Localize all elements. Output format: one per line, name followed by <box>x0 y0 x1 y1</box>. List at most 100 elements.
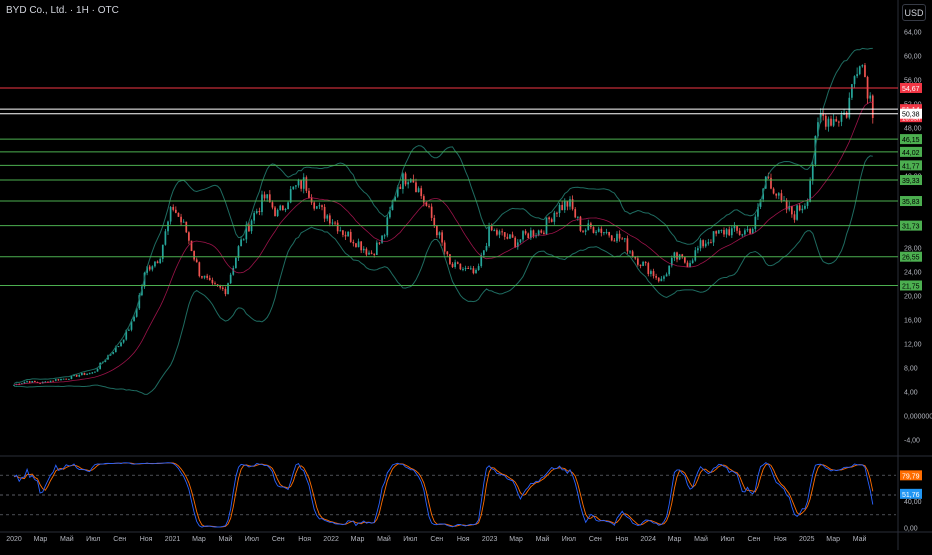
candle-body <box>689 263 691 268</box>
candle-body <box>438 232 441 236</box>
candle-body <box>428 205 430 207</box>
candle-body <box>746 229 749 231</box>
candle-body <box>540 230 543 233</box>
candle-body <box>180 216 182 223</box>
candle-body <box>99 362 101 369</box>
candle-body <box>125 330 128 340</box>
x-tick-label: Сен <box>113 536 126 543</box>
candle-body <box>524 231 527 234</box>
candle-body <box>592 227 595 233</box>
candle-body <box>415 182 417 193</box>
candle-body <box>569 199 571 207</box>
candle-body <box>172 206 175 210</box>
y-tick-label: 4,00 <box>904 390 918 397</box>
x-tick-label: Май <box>60 535 74 543</box>
candle-body <box>793 214 796 220</box>
candle-body <box>864 65 866 77</box>
x-tick-label: Май <box>853 535 867 543</box>
candle-body <box>608 231 611 236</box>
candle-body <box>44 381 47 383</box>
candle-body <box>268 194 271 203</box>
candle-body <box>514 237 517 248</box>
candle-body <box>310 198 313 203</box>
candle-body <box>404 173 407 185</box>
candle-body <box>503 232 506 237</box>
price-tag-label: 39,33 <box>902 178 920 185</box>
candle-body <box>39 382 41 384</box>
candle-body <box>67 378 70 380</box>
stoch-k-line <box>13 462 874 528</box>
candle-body <box>323 206 326 219</box>
candle-body <box>681 254 684 258</box>
candle-body <box>673 252 676 258</box>
candle-body <box>182 221 185 223</box>
candle-body <box>289 189 292 203</box>
candle-body <box>475 269 477 274</box>
candle-body <box>295 185 297 187</box>
candle-body <box>109 353 112 356</box>
candle-body <box>235 257 237 268</box>
currency-button[interactable]: USD <box>902 4 926 21</box>
candle-body <box>276 210 279 217</box>
y-tick-label: 48,00 <box>904 126 922 133</box>
candle-body <box>391 200 394 210</box>
candle-body <box>493 230 496 232</box>
candle-body <box>791 205 793 215</box>
candle-body <box>827 118 830 127</box>
candle-body <box>78 374 81 377</box>
candle-body <box>412 179 415 183</box>
price-tag-label: 31,73 <box>902 224 920 231</box>
candle-body <box>623 238 626 240</box>
candle-body <box>637 258 639 265</box>
candle-body <box>584 230 587 232</box>
candle-body <box>600 228 603 233</box>
candle-body <box>851 84 853 98</box>
candle-body <box>193 251 195 260</box>
candle-body <box>650 271 652 274</box>
candle-body <box>114 346 117 353</box>
candle-body <box>383 235 386 237</box>
candle-body <box>563 201 566 210</box>
candle-body <box>373 253 376 255</box>
candle-body <box>188 232 190 241</box>
candle-body <box>621 238 624 240</box>
candle-body <box>699 240 702 249</box>
candle-body <box>219 286 222 288</box>
candle-body <box>253 213 256 221</box>
candle-body <box>634 256 637 259</box>
candle-body <box>511 234 514 238</box>
candle-body <box>845 112 848 118</box>
price-tag <box>900 160 922 171</box>
candle-body <box>543 232 545 235</box>
candle-body <box>292 186 295 190</box>
candle-body <box>127 329 130 331</box>
candle-body <box>242 239 245 241</box>
candle-body <box>57 379 60 381</box>
candle-body <box>616 233 618 242</box>
y-tick-label: 0,000000 <box>904 414 932 421</box>
y-tick-label: 20,00 <box>904 294 922 301</box>
candle-body <box>34 380 36 383</box>
candle-body <box>138 295 141 309</box>
osc-y-tick-label: 0,00 <box>904 526 918 533</box>
candle-body <box>451 263 454 268</box>
candle-body <box>477 266 480 270</box>
candle-body <box>206 275 209 278</box>
osc-y-tick-label: 40,00 <box>904 499 922 506</box>
candle-body <box>647 263 650 274</box>
candle-body <box>757 206 759 217</box>
y-tick-label: 24,00 <box>904 270 922 277</box>
candle-body <box>232 267 235 275</box>
candle-body <box>527 233 530 239</box>
candle-body <box>433 217 436 226</box>
candle-body <box>389 209 391 218</box>
candle-body <box>730 228 733 236</box>
candle-body <box>326 215 329 219</box>
candle-body <box>73 374 75 376</box>
x-tick-label: 2024 <box>640 536 656 543</box>
candle-body <box>686 262 689 268</box>
candle-body <box>597 228 600 232</box>
candle-body <box>676 252 678 260</box>
